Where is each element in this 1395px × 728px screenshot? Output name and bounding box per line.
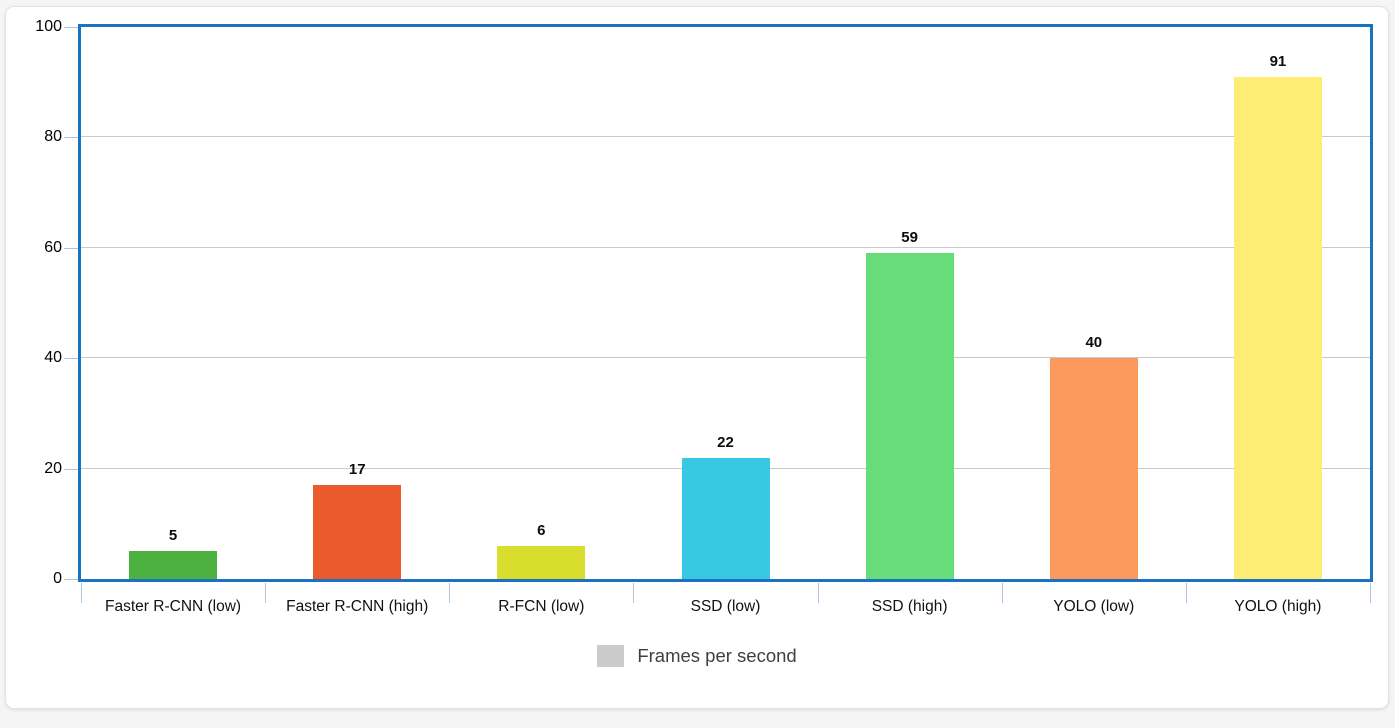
- gridline-y-40: [81, 357, 1370, 359]
- gridline-y-60: [81, 246, 1370, 248]
- bar-r-fcn-low[interactable]: [497, 545, 586, 579]
- legend[interactable]: Frames per second: [6, 645, 1388, 667]
- legend-label: Frames per second: [637, 645, 797, 666]
- x-axis-tick-mark: [449, 583, 451, 603]
- bar-value-label: 40: [1085, 334, 1103, 352]
- legend-swatch-icon: [597, 645, 625, 667]
- x-axis-label-r-fcn-low: R-FCN (low): [498, 598, 585, 615]
- x-axis-label-yolo-high: YOLO (high): [1234, 598, 1322, 615]
- x-axis-label-ssd-high: SSD (high): [871, 598, 948, 615]
- y-axis-tick-label-80: 80: [44, 128, 62, 146]
- chart-card: 5 17 6 22 59 40 91 Frames per second 0 20 40 60 80…: [5, 6, 1389, 709]
- bar-yolo-low[interactable]: [1049, 358, 1138, 579]
- y-axis-tick-mark: [64, 247, 78, 249]
- y-axis-tick-label-0: 0: [53, 570, 62, 587]
- x-axis-label-ssd-low: SSD (low): [690, 598, 761, 615]
- x-axis-tick-mark: [633, 583, 635, 603]
- x-axis-tick-mark: [81, 583, 82, 603]
- x-axis-tick-mark: [817, 583, 819, 603]
- x-axis-tick-mark: [1185, 583, 1187, 603]
- bar-value-label: 59: [901, 229, 918, 247]
- bar-yolo-high[interactable]: [1233, 76, 1322, 579]
- bar-faster-r-cnn-high[interactable]: [313, 485, 402, 579]
- y-axis-tick-label-100: 100: [35, 18, 62, 35]
- bar-ssd-high[interactable]: [865, 253, 954, 579]
- plot-area: 5 17 6 22 59 40 91: [78, 24, 1373, 582]
- y-axis-tick-label-20: 20: [44, 459, 62, 477]
- bar-value-label: 17: [348, 461, 366, 479]
- x-axis-label-faster-r-cnn-high: Faster R-CNN (high): [286, 598, 429, 615]
- y-axis-tick-label-60: 60: [44, 238, 62, 256]
- bar-faster-r-cnn-low[interactable]: [129, 551, 218, 579]
- y-axis-tick-label-40: 40: [44, 349, 62, 367]
- gridline-y-80: [81, 136, 1370, 138]
- y-axis-tick-mark: [64, 27, 78, 28]
- bar-ssd-low[interactable]: [681, 457, 770, 579]
- x-axis-tick-mark: [1001, 583, 1003, 603]
- x-axis-tick-mark: [1370, 583, 1371, 603]
- bar-value-label: 5: [168, 527, 178, 545]
- y-axis-tick-mark: [64, 358, 78, 360]
- y-axis-tick-mark: [64, 579, 78, 580]
- x-axis-label-faster-r-cnn-low: Faster R-CNN (low): [105, 598, 242, 615]
- y-axis-tick-mark: [64, 137, 78, 139]
- bar-value-label: 22: [717, 433, 734, 451]
- bar-value-label: 6: [537, 521, 546, 539]
- y-axis-tick-mark: [64, 468, 78, 470]
- x-axis-tick-mark: [265, 583, 267, 603]
- bar-value-label: 91: [1269, 52, 1287, 70]
- x-axis-label-yolo-low: YOLO (low): [1053, 598, 1135, 615]
